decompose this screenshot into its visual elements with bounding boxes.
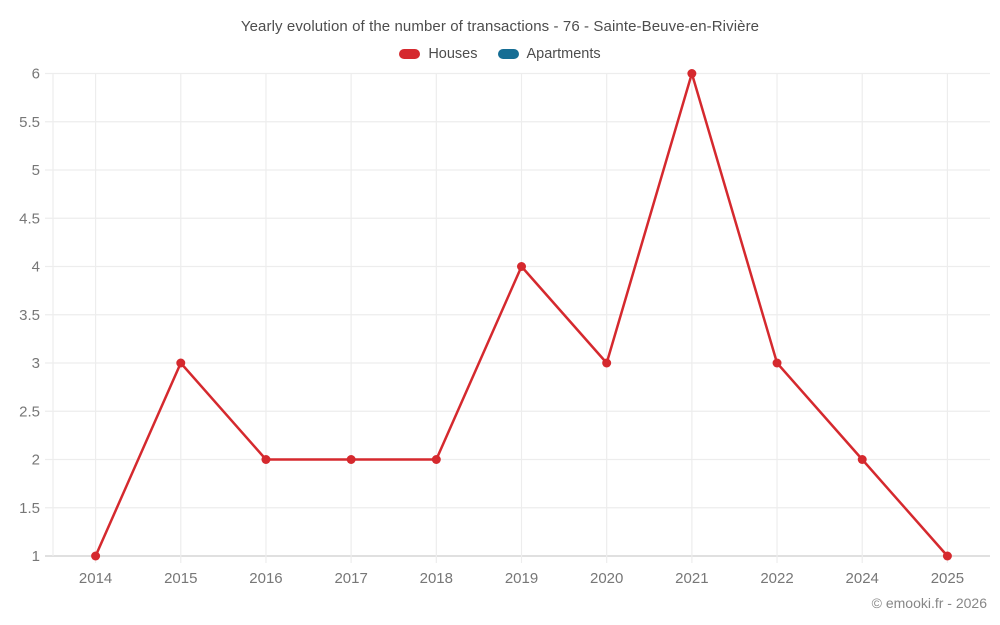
houses-legend-swatch-icon [399, 49, 421, 59]
y-tick-label: 6 [32, 66, 40, 83]
x-tick-label: 2014 [79, 570, 112, 587]
x-tick-label: 2017 [334, 570, 367, 587]
legend-item-houses[interactable]: Houses [399, 46, 478, 62]
copyright-credit: © emooki.fr - 2026 [871, 595, 987, 611]
y-tick-label: 5 [32, 162, 40, 179]
x-tick-label: 2018 [420, 570, 453, 587]
houses-data-point [857, 455, 867, 464]
houses-data-point [772, 358, 782, 368]
x-tick-label: 2020 [590, 570, 623, 587]
x-tick-label: 2024 [846, 570, 879, 587]
x-tick-label: 2019 [505, 570, 538, 587]
y-tick-label: 1 [32, 548, 40, 565]
legend-label-apartments: Apartments [526, 46, 601, 62]
houses-data-point [431, 455, 441, 464]
y-tick-label: 1.5 [19, 500, 40, 517]
y-tick-label: 3.5 [19, 307, 40, 324]
houses-data-point [942, 551, 952, 561]
x-tick-label: 2022 [760, 570, 793, 587]
y-tick-label: 2.5 [19, 403, 40, 420]
houses-data-point [176, 358, 186, 368]
houses-data-point [261, 455, 271, 464]
y-tick-label: 5.5 [19, 114, 40, 131]
houses-data-point [687, 69, 697, 78]
y-tick-label: 4.5 [19, 210, 40, 227]
apartments-legend-swatch-icon [497, 49, 519, 59]
x-tick-label: 2015 [164, 570, 197, 587]
houses-data-point [517, 262, 526, 271]
y-tick-label: 2 [32, 452, 40, 469]
x-tick-label: 2016 [249, 570, 282, 587]
legend-label-houses: Houses [428, 46, 478, 62]
houses-data-point [602, 358, 612, 368]
legend-item-apartments[interactable]: Apartments [497, 46, 601, 62]
chart-legend: Houses Apartments [0, 46, 1000, 62]
y-tick-label: 4 [32, 259, 40, 276]
chart-title: Yearly evolution of the number of transa… [240, 18, 760, 35]
x-tick-label: 2025 [931, 570, 964, 587]
houses-data-point [91, 551, 101, 561]
x-tick-label: 2021 [675, 570, 708, 587]
y-tick-label: 3 [32, 355, 40, 372]
houses-data-point [346, 455, 356, 464]
